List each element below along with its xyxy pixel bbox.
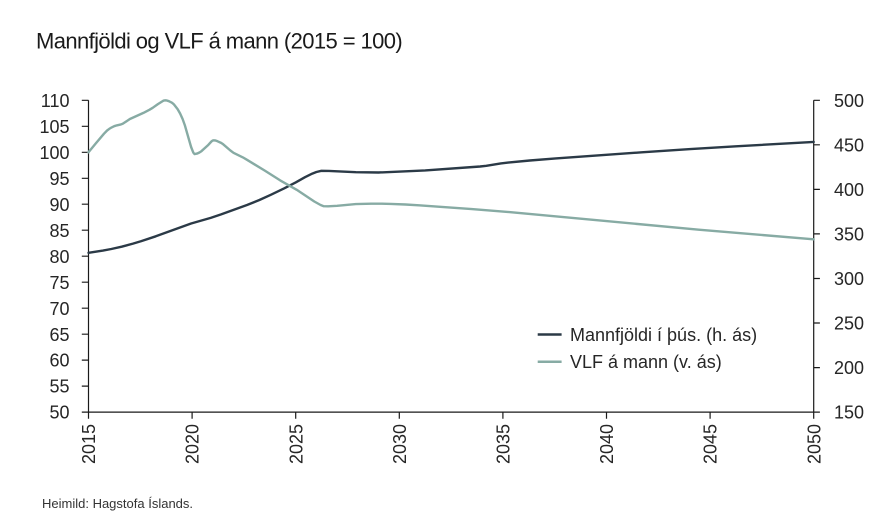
svg-text:400: 400 bbox=[834, 180, 864, 200]
svg-text:250: 250 bbox=[834, 314, 864, 334]
svg-text:2030: 2030 bbox=[390, 424, 410, 464]
svg-text:50: 50 bbox=[49, 403, 69, 423]
svg-text:60: 60 bbox=[49, 351, 69, 371]
svg-text:105: 105 bbox=[39, 117, 69, 137]
svg-text:95: 95 bbox=[49, 169, 69, 189]
svg-text:100: 100 bbox=[39, 143, 69, 163]
svg-text:300: 300 bbox=[834, 269, 864, 289]
svg-text:2020: 2020 bbox=[183, 424, 203, 464]
svg-text:70: 70 bbox=[49, 299, 69, 319]
svg-text:80: 80 bbox=[49, 247, 69, 267]
svg-text:2040: 2040 bbox=[597, 424, 617, 464]
svg-text:85: 85 bbox=[49, 221, 69, 241]
svg-text:Mannfjöldi og VLF á mann (2015: Mannfjöldi og VLF á mann (2015 = 100) bbox=[36, 29, 402, 54]
svg-text:90: 90 bbox=[49, 195, 69, 215]
svg-text:200: 200 bbox=[834, 358, 864, 378]
svg-text:Mannfjöldi í þús. (h. ás): Mannfjöldi í þús. (h. ás) bbox=[570, 325, 757, 345]
svg-text:2015: 2015 bbox=[79, 424, 99, 464]
svg-text:150: 150 bbox=[834, 403, 864, 423]
svg-text:450: 450 bbox=[834, 135, 864, 155]
svg-text:2050: 2050 bbox=[804, 424, 824, 464]
svg-text:65: 65 bbox=[49, 325, 69, 345]
svg-text:Heimild: Hagstofa Íslands.: Heimild: Hagstofa Íslands. bbox=[42, 496, 193, 511]
svg-text:2045: 2045 bbox=[701, 424, 721, 464]
svg-text:VLF á mann (v. ás): VLF á mann (v. ás) bbox=[570, 352, 722, 372]
svg-text:2035: 2035 bbox=[494, 424, 514, 464]
svg-text:500: 500 bbox=[834, 91, 864, 111]
svg-text:75: 75 bbox=[49, 273, 69, 293]
svg-text:55: 55 bbox=[49, 377, 69, 397]
svg-text:2025: 2025 bbox=[286, 424, 306, 464]
svg-text:110: 110 bbox=[41, 91, 70, 111]
svg-text:350: 350 bbox=[834, 225, 864, 245]
